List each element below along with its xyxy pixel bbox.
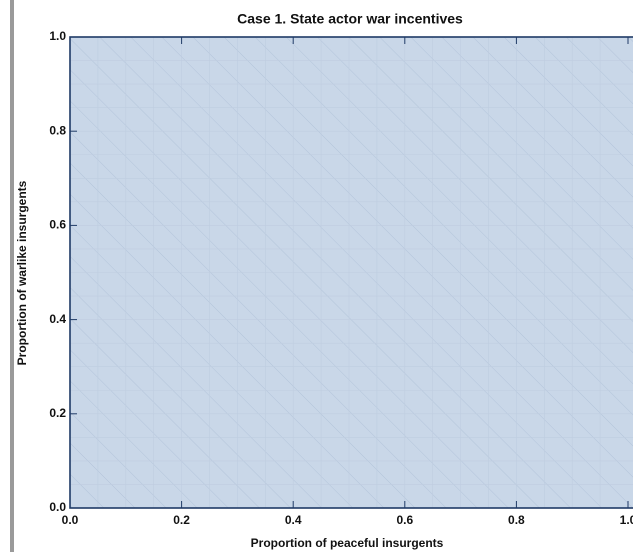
chart-title: Case 1. State actor war incentives: [237, 11, 463, 27]
y-tick-label: 1.0: [49, 29, 66, 43]
x-tick-label: 0.6: [396, 513, 413, 527]
window-edge: [10, 0, 14, 552]
x-tick-label: 0.2: [173, 513, 190, 527]
plot-frame: [69, 36, 633, 509]
x-tick-label: 0.8: [508, 513, 525, 527]
y-tick-label: 0.2: [49, 406, 66, 420]
y-tick-label: 0.0: [49, 500, 66, 514]
y-tick-label: 0.8: [49, 123, 66, 137]
x-axis-title: Proportion of peaceful insurgents: [251, 536, 444, 550]
y-tick-label: 0.4: [49, 312, 66, 326]
y-axis-title: Proportion of warlike insurgents: [15, 180, 29, 365]
x-tick-label: 1.0: [620, 513, 633, 527]
y-tick-label: 0.6: [49, 218, 66, 232]
x-tick-label: 0.0: [62, 513, 79, 527]
plot-area: [70, 37, 633, 508]
x-tick-label: 0.4: [285, 513, 302, 527]
